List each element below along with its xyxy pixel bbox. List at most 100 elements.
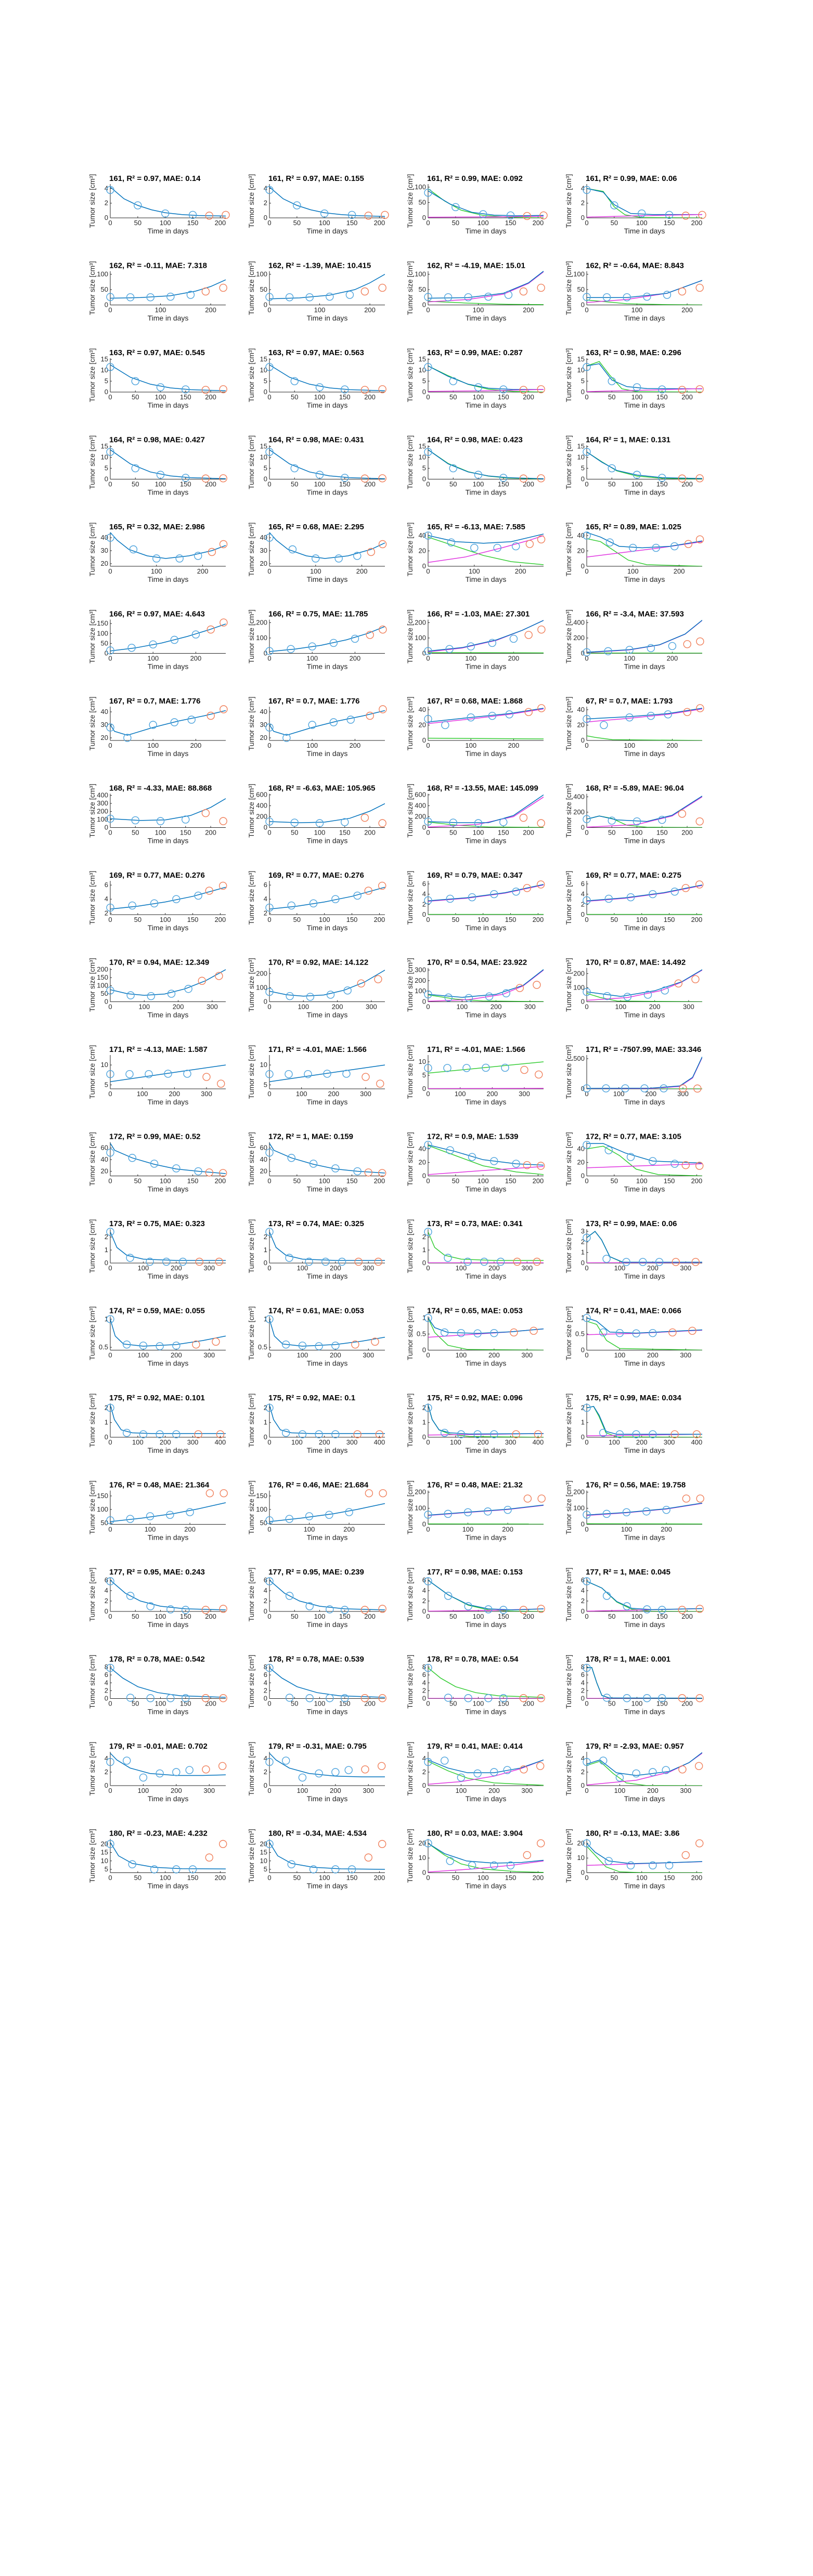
x-tick-label: 200	[350, 655, 361, 662]
x-tick-label: 200	[647, 1351, 659, 1359]
y-tick-label: 0	[105, 1259, 108, 1267]
x-axis-label: Time in days	[307, 314, 348, 322]
y-tick-label: 15	[101, 443, 108, 450]
x-tick-label: 100	[614, 1351, 626, 1359]
y-tick-label: 5	[105, 377, 108, 385]
train-point	[323, 1070, 331, 1078]
fit-line-fit	[269, 710, 385, 736]
y-tick-label: 0	[581, 1259, 585, 1267]
subplot-title: 180, R² = -0.13, MAE: 3.86	[586, 1829, 680, 1838]
x-tick-label: 50	[449, 480, 457, 488]
subplot-title: 180, R² = 0.03, MAE: 3.904	[427, 1829, 523, 1838]
x-tick-label: 200	[647, 1264, 659, 1272]
train-point	[167, 990, 176, 998]
fit-line-fit	[587, 451, 702, 479]
train-point	[134, 201, 142, 210]
x-tick-label: 200	[523, 1700, 534, 1708]
train-point	[424, 817, 432, 826]
fit-line-fit	[110, 1502, 226, 1523]
x-tick-label: 0	[426, 393, 430, 401]
test-point	[519, 287, 528, 296]
train-point	[106, 534, 114, 542]
x-tick-label: 0	[108, 916, 112, 923]
test-point	[195, 1257, 203, 1266]
x-tick-label: 50	[132, 480, 139, 488]
fit-line-green	[428, 1761, 544, 1786]
y-tick-label: 10	[260, 1857, 267, 1865]
y-tick-label: 4	[581, 1586, 585, 1594]
y-axis-label: Tumor size [cm³]	[406, 348, 414, 402]
y-axis-label: Tumor size [cm³]	[406, 1394, 414, 1448]
x-tick-label: 50	[291, 480, 298, 488]
train-point	[443, 1064, 451, 1072]
y-tick-label: 0	[581, 736, 585, 744]
x-tick-label: 50	[293, 1874, 301, 1882]
train-point	[474, 471, 483, 479]
y-tick-label: 6	[105, 1671, 108, 1679]
x-tick-label: 200	[171, 1787, 182, 1794]
train-point	[265, 817, 274, 826]
train-point	[583, 815, 591, 823]
train-point	[424, 1577, 432, 1585]
train-point	[182, 1606, 190, 1614]
y-tick-label: 200	[573, 969, 585, 977]
train-point	[182, 815, 190, 824]
y-tick-label: 4	[581, 890, 585, 898]
y-tick-label: 2	[422, 1686, 426, 1694]
y-axis-label: Tumor size [cm³]	[247, 174, 255, 228]
train-point	[106, 186, 114, 194]
test-point	[695, 880, 704, 889]
x-tick-label: 0	[426, 306, 430, 314]
train-point	[622, 1258, 630, 1266]
x-axis-label: Time in days	[466, 1011, 507, 1019]
y-tick-label: 0	[105, 998, 108, 1006]
train-point	[488, 639, 497, 647]
train-point	[288, 545, 297, 554]
x-tick-label: 0	[426, 741, 430, 749]
x-tick-label: 200	[533, 916, 544, 923]
x-tick-label: 150	[339, 829, 351, 837]
test-point	[695, 283, 704, 292]
train-point	[145, 1070, 153, 1078]
train-point	[463, 1257, 472, 1266]
y-tick-label: 20	[419, 547, 426, 554]
test-point	[220, 705, 228, 713]
train-point	[649, 1157, 657, 1165]
test-point	[692, 1430, 701, 1439]
train-point	[610, 201, 618, 210]
test-point	[679, 1084, 687, 1092]
subplot-title: 169, R² = 0.79, MAE: 0.347	[427, 871, 523, 880]
train-point	[647, 712, 655, 720]
train-point	[490, 1157, 498, 1165]
x-tick-label: 100	[319, 219, 330, 227]
x-tick-label: 0	[267, 916, 271, 923]
y-axis-label: Tumor size [cm³]	[406, 784, 414, 838]
fit-line-green	[428, 1843, 544, 1873]
train-point	[502, 989, 510, 997]
x-tick-label: 50	[132, 829, 139, 837]
train-point	[127, 644, 136, 652]
subplot-title: 162, R² = -1.39, MAE: 10.415	[268, 262, 371, 270]
y-tick-label: 0	[581, 1520, 585, 1528]
train-point	[506, 211, 515, 219]
y-axis-label: Tumor size [cm³]	[564, 871, 573, 925]
x-tick-label: 0	[267, 829, 271, 837]
x-tick-label: 200	[523, 829, 534, 837]
train-point	[501, 1063, 509, 1072]
y-tick-label: 10	[577, 453, 585, 461]
x-tick-label: 100	[297, 1264, 308, 1272]
y-tick-label: 15	[577, 443, 585, 450]
x-axis-label: Time in days	[148, 1359, 189, 1368]
y-axis-label: Tumor size [cm³]	[88, 1394, 96, 1448]
y-tick-label: 2	[422, 1768, 426, 1776]
fit-line-fit	[269, 887, 385, 909]
